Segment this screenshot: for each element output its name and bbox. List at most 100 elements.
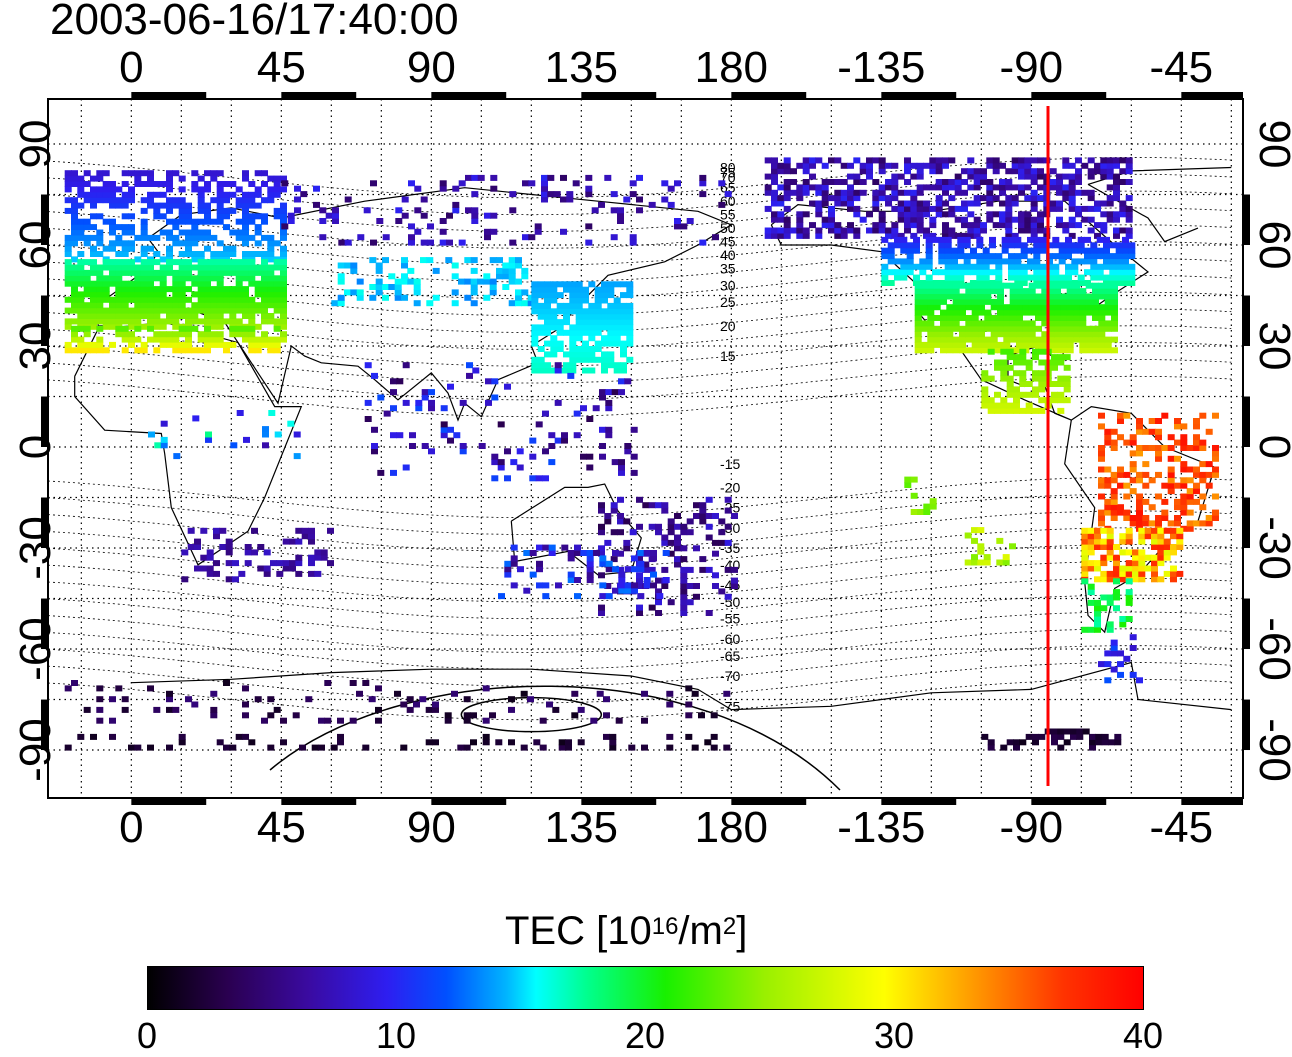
tec-cell xyxy=(77,269,85,276)
tec-cell xyxy=(590,717,598,724)
tec-cell xyxy=(71,202,78,209)
tec-cell xyxy=(1136,423,1143,430)
tec-cell xyxy=(90,213,97,220)
tec-cell xyxy=(1151,544,1158,550)
tec-cell xyxy=(582,297,589,304)
tec-cell xyxy=(128,170,135,177)
tec-cell xyxy=(235,275,243,282)
tec-cell xyxy=(166,202,173,209)
tec-cell xyxy=(172,286,180,293)
tec-cell xyxy=(594,324,602,331)
tec-cell xyxy=(64,685,72,692)
tec-cell xyxy=(967,184,975,191)
tec-cell xyxy=(636,604,643,611)
tec-cell xyxy=(971,537,978,544)
tec-cell xyxy=(944,263,952,270)
frame-stripe xyxy=(656,92,732,99)
tec-cell xyxy=(623,545,631,552)
tec-cell xyxy=(1098,445,1105,451)
tec-cell xyxy=(185,269,192,276)
tec-cell xyxy=(280,213,287,220)
tec-cell xyxy=(267,313,275,319)
tec-cell xyxy=(213,570,220,577)
tec-cell xyxy=(921,341,928,348)
tec-cell xyxy=(607,324,615,331)
tec-cell xyxy=(989,242,996,249)
tec-cell xyxy=(828,227,835,234)
tec-cell xyxy=(575,297,583,304)
tec-cell xyxy=(1077,247,1085,254)
tec-cell xyxy=(1199,471,1207,478)
tec-cell xyxy=(1106,200,1114,207)
tec-cell xyxy=(904,227,911,234)
tec-cell xyxy=(1073,315,1080,321)
tec-cell xyxy=(569,346,577,352)
tec-cell xyxy=(1123,412,1131,419)
tec-cell xyxy=(1103,263,1110,270)
tec-cell xyxy=(529,571,537,578)
tec-cell xyxy=(77,218,85,225)
tec-cell xyxy=(267,240,275,247)
tec-cell xyxy=(1110,650,1118,657)
tec-cell xyxy=(1129,450,1137,457)
tec-cell xyxy=(294,196,301,203)
tec-cell xyxy=(598,529,605,536)
tec-cell xyxy=(102,181,110,187)
tec-cell xyxy=(191,251,199,257)
tec-cell xyxy=(90,286,97,293)
tec-cell xyxy=(216,341,224,348)
tec-cell xyxy=(885,184,892,191)
tec-cell xyxy=(967,200,975,207)
tec-cell xyxy=(1167,455,1175,462)
tec-cell xyxy=(200,527,208,534)
tec-cell xyxy=(1087,173,1095,180)
tec-cell xyxy=(904,168,911,175)
tec-cell xyxy=(172,313,180,319)
tec-cell xyxy=(1125,179,1133,185)
tec-cell xyxy=(983,559,991,566)
tec-cell xyxy=(263,570,271,577)
tec-cell xyxy=(166,245,173,252)
tec-cell xyxy=(1136,520,1143,527)
tec-cell xyxy=(1125,205,1133,212)
tec-cell xyxy=(1113,565,1120,572)
contour-label: -20 xyxy=(720,479,740,495)
tec-cell xyxy=(1033,247,1041,254)
frame-stripes xyxy=(41,92,1250,805)
tec-cell xyxy=(541,185,548,192)
tec-cell xyxy=(900,236,908,243)
tec-cell xyxy=(490,174,498,181)
tec-cell xyxy=(995,258,1003,265)
tec-cell xyxy=(159,275,167,282)
tec-cell xyxy=(992,168,1000,175)
tec-cell xyxy=(558,739,566,746)
tec-cell xyxy=(1151,533,1158,540)
tec-cell xyxy=(1058,274,1066,281)
tec-cell xyxy=(1057,744,1065,751)
tec-cell xyxy=(191,264,199,271)
tec-cell xyxy=(1142,471,1150,478)
tec-cell xyxy=(1100,157,1108,164)
tec-cell xyxy=(248,318,256,325)
colorbar-title-text: TEC [10 xyxy=(505,909,652,953)
tec-cell xyxy=(971,559,978,566)
tec-cell xyxy=(1022,298,1030,305)
tec-cell xyxy=(77,229,85,236)
tec-cell xyxy=(1111,282,1118,289)
tec-cell xyxy=(783,184,791,191)
tec-cell xyxy=(1008,242,1015,249)
tec-cell xyxy=(166,706,173,713)
tec-cell xyxy=(262,426,269,433)
tec-cell xyxy=(847,162,854,169)
tec-cell xyxy=(197,207,205,214)
lat-tick-label-left: 30 xyxy=(11,322,60,371)
tec-cell xyxy=(601,308,608,315)
tec-cell xyxy=(273,302,281,309)
tec-cell xyxy=(71,331,78,338)
tec-cell xyxy=(185,259,192,266)
tec-cell xyxy=(1060,331,1068,338)
tec-cell xyxy=(1122,274,1129,281)
tec-cell xyxy=(254,170,262,177)
tec-cell xyxy=(1020,269,1028,276)
tec-cell xyxy=(415,399,423,406)
